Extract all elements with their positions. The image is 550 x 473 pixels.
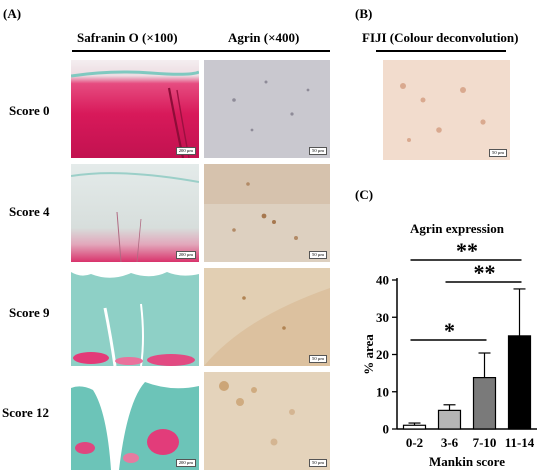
bar-11-14 — [507, 335, 532, 430]
y-tick-label: 30 — [376, 310, 389, 325]
scale-bar: 50 µm — [309, 251, 327, 259]
bar-3-6 — [437, 409, 462, 430]
significance-marker: ** — [456, 238, 478, 263]
agrin-image-score-9: 50 µm — [204, 268, 330, 366]
panel-label-c: (C) — [355, 187, 374, 202]
x-axis-label: Mankin score — [429, 454, 505, 469]
scale-bar: 50 µm — [309, 147, 327, 155]
y-axis-label: % area — [361, 334, 376, 375]
x-tick-label: 0-2 — [406, 435, 423, 450]
safranin-image-score-0: 200 µm — [71, 60, 199, 158]
scale-bar: 200 µm — [175, 147, 196, 155]
safranin-image-score-4: 200 µm — [71, 164, 199, 262]
safranin-image-score-12: 200 µm — [71, 372, 199, 470]
col-header-agrin: Agrin (×400) — [228, 30, 300, 45]
panel-b-header-rule — [376, 50, 506, 52]
safranin-image-score-9 — [71, 268, 199, 366]
x-tick-label: 7-10 — [473, 435, 497, 450]
panel-a-header-rule — [72, 50, 330, 52]
x-tick-label: 11-14 — [505, 435, 535, 450]
y-tick-label: 0 — [383, 422, 390, 437]
fiji-deconvolution-image: 50 µm — [383, 60, 510, 160]
y-tick-label: 20 — [376, 347, 389, 362]
scale-bar: 200 µm — [175, 251, 196, 259]
agrin-image-score-4: 50 µm — [204, 164, 330, 262]
y-tick-label: 10 — [376, 384, 389, 399]
row-label-score-4: Score 4 — [9, 204, 50, 219]
scale-bar: 50 µm — [309, 459, 327, 467]
panel-label-b: (B) — [355, 6, 373, 21]
row-label-score-9: Score 9 — [9, 305, 50, 320]
x-tick-label: 3-6 — [441, 435, 459, 450]
chart-title: Agrin expression — [410, 221, 505, 236]
bar-7-10 — [472, 376, 497, 430]
agrin-bar-chart: Agrin expression % area Mankin score 0 10 20 3… — [361, 221, 537, 469]
row-label-score-0: Score 0 — [9, 103, 50, 118]
significance-marker: * — [444, 318, 455, 343]
y-tick-label: 40 — [376, 273, 389, 288]
scale-bar: 200 µm — [175, 459, 196, 467]
scale-bar: 50 µm — [309, 355, 327, 363]
panel-label-a: (A) — [3, 6, 22, 21]
col-header-safranin: Safranin O (×100) — [77, 30, 178, 45]
agrin-image-score-0: 50 µm — [204, 60, 330, 158]
bar-0-2 — [402, 424, 427, 430]
significance-marker: ** — [474, 260, 496, 285]
row-label-score-12: Score 12 — [2, 405, 50, 420]
scale-bar: 50 µm — [489, 149, 507, 157]
panel-b-header: FIJI (Colour deconvolution) — [362, 30, 519, 45]
agrin-image-score-12: 50 µm — [204, 372, 330, 470]
